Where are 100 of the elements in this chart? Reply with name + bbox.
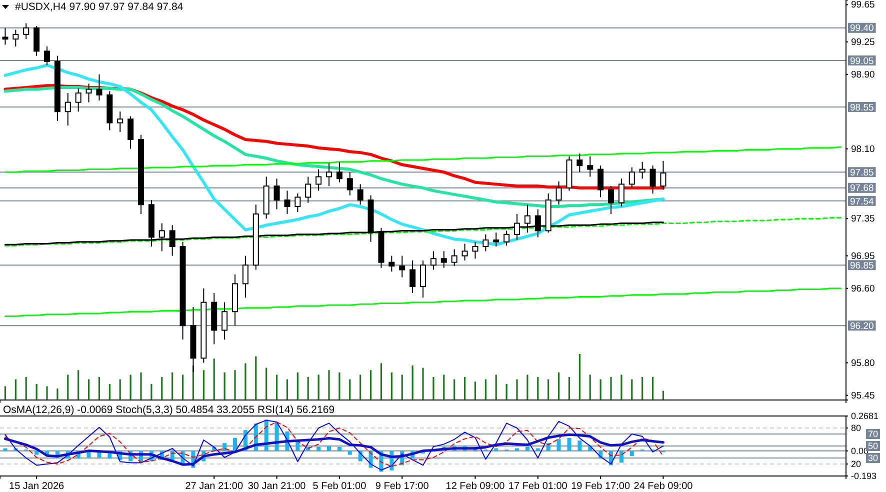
candlestick xyxy=(472,241,478,260)
bar xyxy=(567,438,572,451)
y-tick-label: 95.45 xyxy=(851,390,875,402)
candlestick xyxy=(399,255,406,278)
candlestick xyxy=(504,230,510,246)
candlestick xyxy=(493,232,500,248)
candlestick xyxy=(23,22,30,40)
candlestick xyxy=(357,184,364,206)
candlestick xyxy=(86,83,92,103)
bar xyxy=(515,448,519,451)
candlestick xyxy=(618,178,624,208)
line-series xyxy=(4,146,842,173)
line-series xyxy=(4,288,842,318)
bar xyxy=(316,446,321,451)
candlestick xyxy=(650,165,656,194)
candlestick xyxy=(440,250,447,268)
candlestick xyxy=(305,176,312,204)
bar xyxy=(630,450,634,456)
bar xyxy=(222,443,227,451)
y-tick-label: 99.25 xyxy=(851,36,875,48)
y-tick-label: 99.65 xyxy=(851,0,875,11)
y-tick-label: 20 xyxy=(851,458,862,469)
candlestick xyxy=(326,162,332,187)
y-tick-label: 96.60 xyxy=(851,283,875,294)
line-series xyxy=(4,64,665,246)
candlestick xyxy=(482,234,489,252)
candlestick xyxy=(284,190,290,214)
candlestick xyxy=(660,160,666,190)
y-tick-label: 96.95 xyxy=(851,250,875,262)
candlestick xyxy=(274,178,280,210)
candlestick xyxy=(336,161,342,183)
bar xyxy=(619,450,624,463)
x-tick-label: 17 Feb 01:00 xyxy=(508,481,568,492)
candlestick xyxy=(587,156,594,178)
candlestick xyxy=(64,92,71,126)
candlestick xyxy=(34,26,40,56)
candlestick xyxy=(430,250,436,270)
ref-line-label: 30 xyxy=(868,453,878,464)
y-tick-label: 97.35 xyxy=(851,214,875,225)
x-tick-label: 19 Feb 17:00 xyxy=(571,481,630,492)
ref-line-label: 98.55 xyxy=(850,102,874,114)
x-tick-label: 12 Feb 09:00 xyxy=(446,481,506,492)
x-tick-label: 9 Feb 17:00 xyxy=(375,481,430,492)
ref-line-label: 70 xyxy=(868,429,878,440)
ref-line-label: 99.05 xyxy=(850,56,874,67)
bar xyxy=(494,448,498,451)
line-series xyxy=(4,86,665,208)
candlestick xyxy=(222,302,228,340)
candlestick xyxy=(598,165,604,198)
candlestick xyxy=(242,255,248,298)
candlestick xyxy=(128,116,134,150)
candlestick xyxy=(96,74,102,101)
ref-line-label: 50 xyxy=(868,441,878,452)
chart-title: OsMA(12,26,9) -0.0069 Stoch(5,3,3) 50.4854 33.2055 RSI(14) 56.2169 xyxy=(3,404,335,416)
ref-line-label: 96.85 xyxy=(850,260,874,272)
y2-tick-label: -0.193 xyxy=(851,470,877,481)
x-tick-label: 30 Jan 21:00 xyxy=(248,481,306,492)
line-series xyxy=(4,216,842,246)
bar xyxy=(525,446,530,451)
x-tick-label: 24 Feb 09:00 xyxy=(634,481,694,492)
candlestick xyxy=(608,186,614,214)
x-tick-label: 15 Jan 2026 xyxy=(9,481,65,492)
line-series xyxy=(4,433,664,466)
bar xyxy=(233,438,237,451)
candlestick xyxy=(410,260,416,294)
candlestick xyxy=(117,111,124,133)
ref-line-label: 97.54 xyxy=(850,196,874,208)
candlestick xyxy=(451,248,458,267)
candlestick xyxy=(556,180,562,206)
ref-line-label: 96.20 xyxy=(850,320,874,332)
bar xyxy=(536,448,540,451)
candlestick xyxy=(388,255,395,272)
candlestick xyxy=(628,166,635,188)
bar xyxy=(327,446,331,451)
y-tick-label: 98.90 xyxy=(851,69,875,80)
candlestick xyxy=(420,260,426,298)
candlestick xyxy=(316,168,322,192)
bar xyxy=(578,440,582,451)
ref-line-label: 99.40 xyxy=(850,23,874,34)
candlestick xyxy=(44,46,50,66)
y2-tick-label: 0.2681 xyxy=(851,410,879,421)
bar xyxy=(348,450,352,455)
candlestick xyxy=(346,172,353,196)
candlestick xyxy=(294,192,301,213)
candlestick xyxy=(12,29,19,48)
bar xyxy=(556,439,561,451)
bar xyxy=(3,448,8,451)
candlestick xyxy=(576,152,583,173)
y-tick-label: 95.80 xyxy=(851,358,875,369)
bar xyxy=(337,446,342,451)
x-tick-label: 5 Feb 01:00 xyxy=(312,481,367,492)
ref-line-label: 97.68 xyxy=(850,183,874,194)
candlestick xyxy=(75,88,82,112)
chart-title: #USDX,H4 97.90 97.97 97.84 97.84 xyxy=(15,1,184,13)
candlestick xyxy=(462,243,468,261)
candlestick xyxy=(2,27,8,46)
y-tick-label: 80 xyxy=(851,422,862,433)
ref-line-label: 97.85 xyxy=(850,167,874,178)
x-tick-label: 27 Jan 21:00 xyxy=(185,481,244,492)
bar xyxy=(34,450,39,455)
